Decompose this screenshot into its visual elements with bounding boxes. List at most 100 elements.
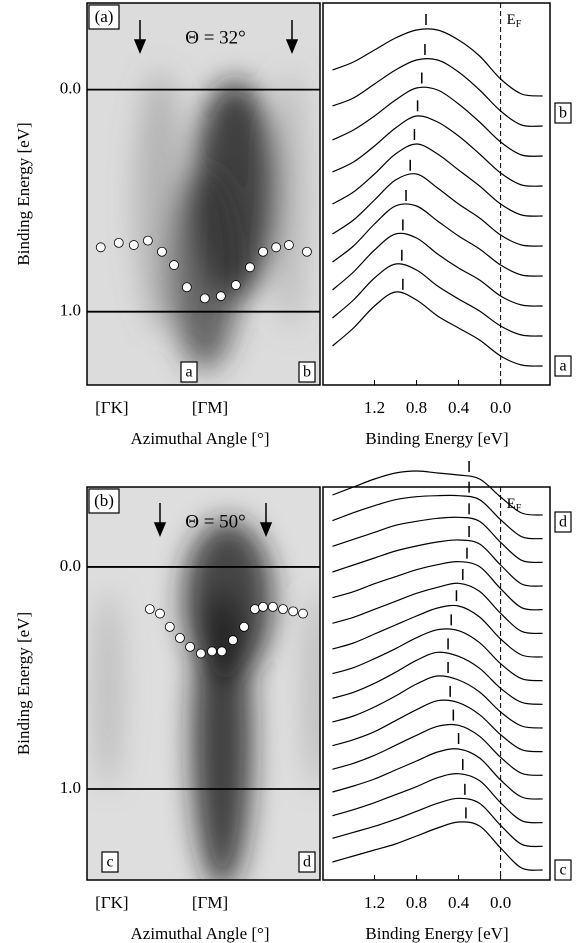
data-point [144,604,155,615]
frame [322,2,551,386]
chart-title: Θ = 32° [185,27,246,48]
label-box [298,361,316,383]
data-point [215,291,226,302]
data-point [216,646,227,657]
annotation: a [559,358,566,375]
y-tick-label: 0.0 [60,79,81,98]
x-tick-label: [ΓM] [192,893,228,912]
spectrum-line [332,291,543,367]
spectrum-line [332,675,543,729]
data-point [249,604,260,615]
data-point [228,635,238,646]
annotation: d [303,854,311,871]
annotation: b [559,105,567,122]
intensity-map [87,3,320,385]
fermi-label-main: E [507,12,516,28]
spectrum-line [332,539,543,587]
x-tick-label: [ΓK] [95,893,128,912]
x-axis-label: Azimuthal Angle [°] [131,429,270,448]
spectrum-line [332,115,543,187]
label-box [554,859,572,881]
data-point [181,282,192,293]
fermi-label-sub: F [516,19,522,30]
frame [86,2,321,386]
y-tick-label: 1.0 [60,301,81,320]
data-point [258,601,268,612]
y-axis-label: Binding Energy [eV] [14,122,33,265]
fermi-label: EF [507,496,522,514]
fermi-label: EF [507,12,522,30]
label-box [88,488,120,514]
data-point [239,621,249,632]
fermi-label-main: E [507,496,516,512]
x-tick-label: 0.4 [448,893,470,912]
frame [322,486,551,881]
x-tick-label: 1.2 [364,893,385,912]
x-tick-label: 0.8 [406,398,427,417]
spectrum-line [332,723,543,776]
x-axis-label: Binding Energy [eV] [365,429,508,448]
x-tick-label: [ΓM] [192,398,228,417]
annotation: a [185,364,192,381]
panel-label: (b) [94,491,114,510]
x-tick-label: 0.0 [490,893,511,912]
x-tick-label: 0.0 [490,398,511,417]
label-box [554,511,572,533]
spectrum-line [332,773,543,824]
data-point [128,240,139,250]
spectrum-line [332,748,543,800]
data-point [267,601,278,612]
data-point [164,621,175,632]
spectrum-line [332,203,543,277]
panel-label: (a) [95,7,114,26]
spectrum-line [332,263,543,337]
label-box [101,851,119,873]
data-point [230,280,241,290]
x-tick-label: 1.2 [364,398,385,417]
data-point [199,293,210,304]
x-tick-label: [ΓK] [95,398,128,417]
annotation: c [106,854,113,871]
x-axis-label: Binding Energy [eV] [365,924,508,943]
spectrum-line [332,58,543,127]
x-tick-label: 0.4 [448,398,470,417]
data-point [258,246,268,257]
spectrum-line [332,494,543,540]
spectrum-line [332,516,543,564]
spectrum-line [332,582,543,635]
spectrum-line [332,821,543,871]
label-box [298,851,316,873]
label-box [88,4,120,30]
data-point [302,246,312,257]
data-point [185,641,195,652]
data-point [271,242,282,253]
spectrum-line [332,86,543,157]
label-box [554,355,572,377]
data-point [157,246,167,257]
annotation: c [559,862,566,879]
data-point [284,240,294,250]
spectrum-line [332,797,543,848]
x-axis-label: Azimuthal Angle [°] [131,924,270,943]
data-point [142,235,153,246]
y-axis-label: Binding Energy [eV] [14,612,33,755]
data-point [195,648,206,659]
annotation: b [303,364,311,381]
data-point [207,646,217,657]
spectrum-line [332,232,543,307]
y-tick-label: 0.0 [60,556,81,575]
data-point [155,608,165,619]
arrows [133,20,299,537]
intensity-map [87,487,320,880]
chart-title: Θ = 50° [185,511,246,532]
spectrum-line [332,143,543,217]
spectrum-line [332,173,543,247]
label-box [554,102,572,124]
x-tick-label: 0.8 [406,893,427,912]
label-box [180,361,198,383]
spectrum-line [332,699,543,753]
spectrum-line [332,651,543,705]
spectrum-line [332,604,543,658]
y-tick-label: 1.0 [60,778,81,797]
data-point [298,608,308,619]
